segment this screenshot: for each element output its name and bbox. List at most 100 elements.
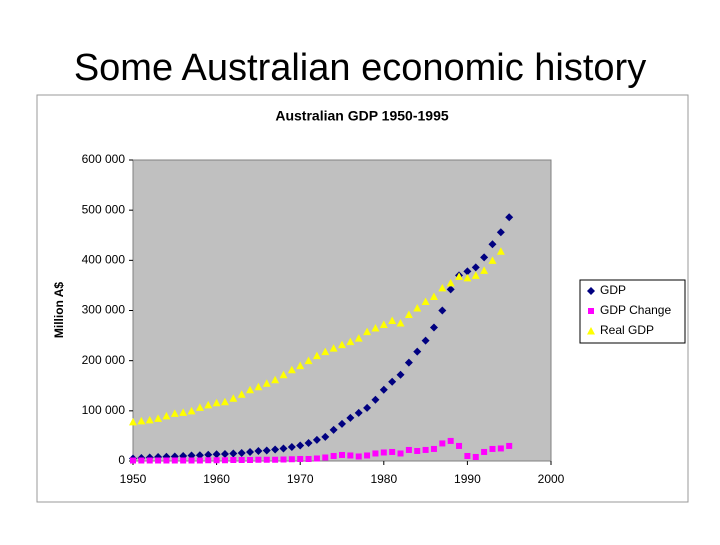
point bbox=[330, 452, 337, 459]
point bbox=[297, 455, 304, 462]
point bbox=[312, 351, 321, 360]
point bbox=[263, 456, 270, 463]
point bbox=[413, 347, 422, 356]
point bbox=[179, 408, 188, 416]
point bbox=[496, 247, 505, 255]
legend-label: GDP bbox=[600, 283, 626, 297]
point bbox=[338, 419, 346, 428]
point bbox=[397, 450, 404, 457]
point bbox=[346, 413, 355, 422]
point bbox=[280, 456, 287, 463]
point bbox=[380, 449, 387, 456]
point bbox=[429, 292, 438, 300]
point bbox=[230, 456, 237, 463]
point bbox=[187, 406, 196, 415]
point bbox=[145, 415, 154, 424]
legend-marker bbox=[588, 308, 594, 314]
point bbox=[488, 256, 497, 264]
point bbox=[238, 456, 245, 463]
point bbox=[506, 442, 513, 449]
point bbox=[439, 440, 446, 447]
point bbox=[204, 400, 213, 409]
x-tick-label: 1960 bbox=[203, 472, 230, 486]
point bbox=[304, 356, 313, 365]
point bbox=[154, 414, 163, 422]
point bbox=[414, 447, 421, 454]
point bbox=[220, 449, 229, 458]
point bbox=[313, 455, 320, 462]
point bbox=[195, 403, 204, 411]
point bbox=[296, 441, 305, 450]
point bbox=[288, 456, 295, 463]
y-tick-label: 400 000 bbox=[82, 253, 126, 267]
point bbox=[456, 442, 463, 449]
point bbox=[205, 457, 212, 464]
point bbox=[188, 457, 195, 464]
y-tick-label: 500 000 bbox=[82, 202, 126, 216]
point bbox=[363, 327, 372, 336]
point bbox=[254, 382, 263, 391]
point bbox=[388, 377, 397, 386]
point bbox=[455, 272, 464, 280]
point bbox=[463, 273, 472, 282]
point bbox=[379, 385, 388, 394]
point bbox=[447, 437, 454, 444]
point bbox=[272, 456, 279, 463]
point bbox=[438, 306, 447, 315]
point bbox=[471, 271, 480, 279]
point bbox=[405, 446, 412, 453]
y-tick-label: 200 000 bbox=[82, 353, 126, 367]
point bbox=[496, 228, 505, 237]
point bbox=[338, 340, 346, 349]
y-tick-label: 300 000 bbox=[82, 303, 126, 317]
point bbox=[321, 347, 330, 356]
point bbox=[429, 323, 438, 332]
x-tick-label: 2000 bbox=[538, 472, 565, 486]
point bbox=[304, 438, 313, 447]
point bbox=[321, 432, 330, 441]
legend-box bbox=[579, 279, 686, 344]
point bbox=[129, 417, 137, 426]
point bbox=[146, 457, 153, 464]
point bbox=[138, 457, 145, 464]
point bbox=[480, 266, 489, 274]
point bbox=[396, 370, 405, 379]
point bbox=[279, 444, 288, 453]
point bbox=[505, 213, 514, 222]
chart-title: Australian GDP 1950-1995 bbox=[275, 108, 448, 124]
point bbox=[371, 324, 380, 332]
point bbox=[489, 445, 496, 452]
x-tick-label: 1990 bbox=[454, 472, 481, 486]
point bbox=[446, 278, 455, 287]
point bbox=[464, 452, 471, 459]
point bbox=[262, 379, 271, 387]
point bbox=[246, 385, 255, 394]
point bbox=[213, 457, 220, 464]
point bbox=[372, 450, 379, 457]
point bbox=[296, 361, 305, 370]
point bbox=[329, 425, 338, 434]
point bbox=[422, 446, 429, 453]
point bbox=[271, 375, 280, 384]
point bbox=[279, 370, 288, 379]
point bbox=[438, 283, 447, 292]
point bbox=[497, 445, 504, 452]
point bbox=[246, 447, 255, 456]
slide-title: Some Australian economic history bbox=[74, 47, 646, 89]
point bbox=[404, 358, 413, 367]
point bbox=[430, 445, 437, 452]
point bbox=[229, 449, 238, 458]
point bbox=[446, 285, 455, 294]
point bbox=[155, 457, 162, 464]
y-tick-label: 100 000 bbox=[82, 403, 126, 417]
point bbox=[312, 435, 321, 444]
point bbox=[354, 334, 363, 342]
point bbox=[195, 451, 204, 460]
point bbox=[171, 457, 178, 464]
point bbox=[170, 409, 179, 417]
point bbox=[137, 416, 146, 425]
y-tick-label: 600 000 bbox=[82, 152, 126, 166]
point bbox=[471, 263, 480, 272]
point bbox=[371, 395, 380, 404]
legend-label: GDP Change bbox=[600, 303, 671, 317]
